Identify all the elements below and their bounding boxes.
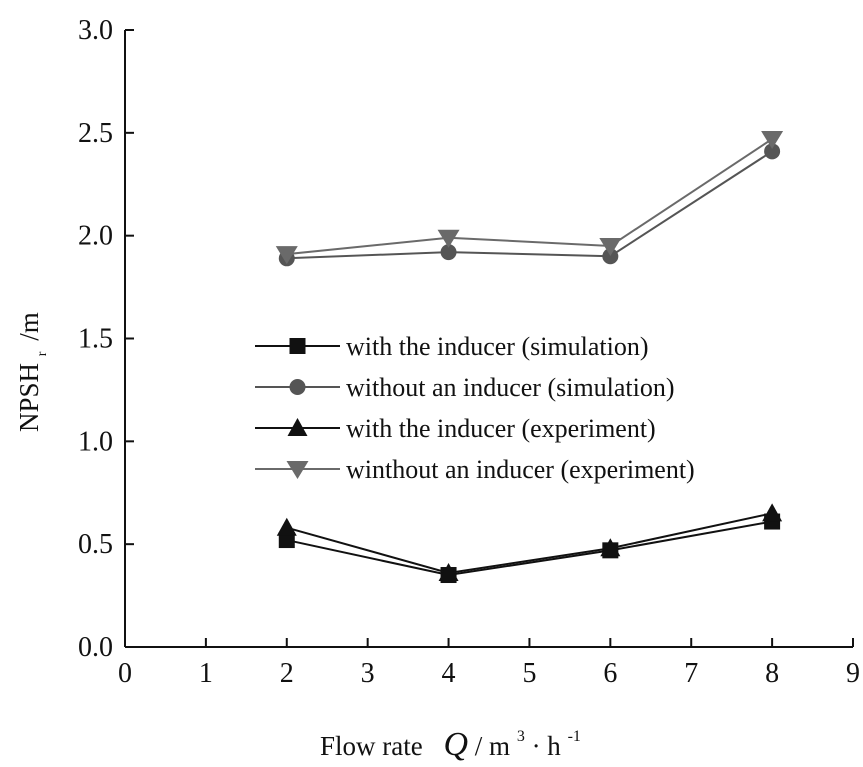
x-tick-label: 3 — [361, 658, 375, 689]
x-tick-label: 9 — [846, 658, 860, 689]
data-point — [276, 517, 297, 536]
y-tick-label: 0.0 — [78, 632, 113, 663]
legend-marker — [289, 338, 306, 354]
data-point — [278, 532, 295, 549]
y-tick-label: 2.5 — [78, 118, 113, 149]
data-point — [599, 237, 622, 256]
legend-marker — [286, 461, 309, 479]
y-tick-label: 1.0 — [78, 426, 113, 457]
x-tick-label: 0 — [118, 658, 132, 689]
data-point — [275, 246, 298, 265]
series-1 — [278, 513, 781, 584]
y-tick-label: 3.0 — [78, 15, 113, 46]
legend-item: without an inducer (simulation) — [255, 373, 675, 402]
legend-marker — [289, 379, 306, 395]
series-line — [286, 520, 773, 577]
data-point — [600, 538, 621, 557]
data-point — [438, 562, 459, 581]
y-tick-label: 0.5 — [78, 529, 113, 560]
legend-item: with the inducer (simulation) — [255, 332, 649, 361]
data-point — [761, 131, 784, 150]
y-tick-label: 2.0 — [78, 221, 113, 252]
x-tick-label: 1 — [199, 658, 213, 689]
legend: with the inducer (simulation) without an … — [255, 332, 695, 484]
axes: 0.0 0.5 1.0 1.5 2.0 2.5 3.0 0 1 2 3 4 5 6 7 8 9 — [78, 15, 860, 689]
legend-label: with the inducer (experiment) — [346, 414, 656, 443]
series-line — [286, 150, 773, 260]
x-axis-title: Flow rate Q / m 3 · h -1 — [320, 717, 581, 763]
legend-item: with the inducer (experiment) — [255, 414, 656, 443]
series-layer — [275, 131, 784, 584]
x-tick-label: 6 — [603, 658, 617, 689]
legend-label: without an inducer (simulation) — [346, 373, 675, 402]
y-axis-title: NPSH r /m — [14, 312, 52, 432]
series-line — [286, 138, 773, 256]
y-tick-label: 1.5 — [78, 324, 113, 355]
x-tick-label: 2 — [280, 658, 294, 689]
series-4 — [275, 131, 784, 265]
x-tick-label: 7 — [684, 658, 698, 689]
data-point — [440, 244, 457, 261]
x-tick-label: 4 — [442, 658, 456, 689]
x-tick-label: 5 — [522, 658, 536, 689]
data-point — [437, 229, 460, 248]
legend-marker — [287, 418, 308, 436]
data-point — [764, 143, 781, 160]
series-line — [286, 512, 773, 574]
legend-item: winthout an inducer (experiment) — [255, 455, 695, 484]
data-point — [762, 503, 783, 522]
series-3 — [276, 503, 783, 581]
x-tick-label: 8 — [765, 658, 779, 689]
data-point — [602, 248, 619, 265]
legend-label: winthout an inducer (experiment) — [346, 455, 695, 484]
legend-label: with the inducer (simulation) — [346, 332, 649, 361]
